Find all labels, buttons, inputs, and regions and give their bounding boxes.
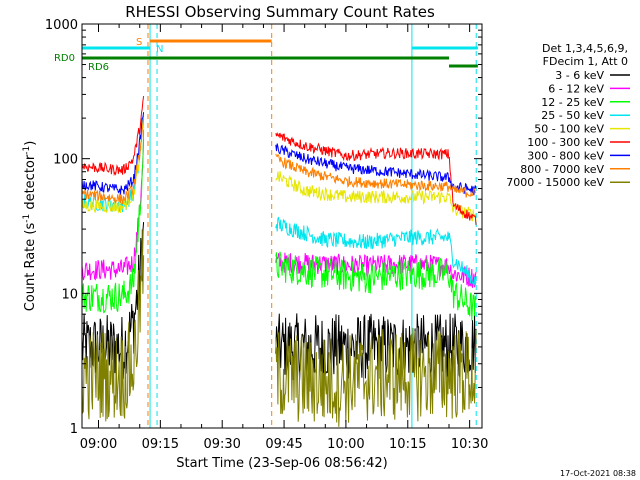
series-trace-800-7000-kev-0 — [81, 118, 145, 205]
legend-label-3-6-kev: 3 - 6 keV — [555, 69, 604, 82]
state-flag-label-rd0: RD0 — [54, 53, 75, 64]
legend-header-line-1: Det 1,3,4,5,6,9, — [542, 42, 628, 55]
series-7000-15000-kev — [81, 229, 477, 427]
y-tick-label-3: 1000 — [45, 18, 78, 33]
series-trace-7000-15000-kev-0 — [81, 229, 145, 422]
legend-label-50-100-kev: 50 - 100 keV — [534, 123, 604, 136]
state-flag-s: S — [136, 37, 272, 48]
axes: 09:00 09:15 09:30 09:45 10:00 10:15 10:30 1 10 10… — [45, 18, 488, 452]
series-trace-100-300-kev-0 — [81, 96, 145, 177]
state-flag-n: N — [82, 44, 478, 55]
legend: Det 1,3,4,5,6,9, FDecim 1, Att 0 3 - 6 k… — [506, 42, 630, 189]
x-tick-label-4: 10:00 — [327, 437, 364, 452]
chart-title: RHESSI Observing Summary Count Rates — [125, 3, 435, 21]
legend-header-line-2: FDecim 1, Att 0 — [543, 55, 628, 68]
x-tick-label-1: 09:15 — [142, 437, 179, 452]
state-flag-label-s: S — [136, 37, 142, 48]
legend-label-7000-15000-kev: 7000 - 15000 keV — [506, 176, 604, 189]
y-tick-label-0: 1 — [70, 422, 78, 437]
y-axis-label: Count Rate (s-1 detector-1) — [22, 141, 38, 312]
series-12-25-kev — [81, 129, 477, 321]
series-trace-800-7000-kev-1 — [275, 153, 477, 198]
x-axis-label: Start Time (23-Sep-06 08:56:42) — [176, 456, 387, 471]
legend-label-25-50-kev: 25 - 50 keV — [541, 109, 604, 122]
series-300-800-kev — [81, 112, 477, 196]
series-trace-7000-15000-kev-1 — [275, 327, 477, 427]
y-tick-label-1: 10 — [61, 287, 78, 302]
state-flag-rd6: RD6 — [88, 62, 478, 73]
state-flag-label-rd6: RD6 — [88, 62, 109, 73]
series-trace-12-25-kev-1 — [275, 251, 477, 321]
series-trace-3-6-kev-0 — [81, 222, 145, 379]
series-trace-6-12-kev-0 — [81, 138, 145, 281]
series-trace-50-100-kev-1 — [275, 170, 477, 222]
series-trace-12-25-kev-0 — [81, 129, 145, 314]
series-trace-25-50-kev-1 — [275, 216, 477, 286]
legend-label-800-7000-kev: 800 - 7000 keV — [520, 163, 604, 176]
series-trace-100-300-kev-1 — [275, 131, 477, 225]
plot-frame — [81, 23, 483, 429]
state-flag-label-n: N — [156, 44, 163, 55]
x-tick-label-6: 10:30 — [451, 437, 488, 452]
legend-label-100-300-kev: 100 - 300 keV — [527, 136, 604, 149]
series-trace-300-800-kev-1 — [275, 143, 477, 196]
legend-label-6-12-kev: 6 - 12 keV — [548, 82, 604, 95]
x-tick-label-5: 10:15 — [389, 437, 426, 452]
x-tick-label-0: 09:00 — [80, 437, 117, 452]
series-800-7000-kev — [81, 118, 477, 205]
legend-label-300-800-kev: 300 - 800 keV — [527, 149, 604, 162]
x-tick-label-2: 09:30 — [203, 437, 240, 452]
state-flag-rd0: RD0 — [54, 53, 450, 64]
x-tick-label-3: 09:45 — [265, 437, 302, 452]
series-trace-300-800-kev-0 — [81, 112, 145, 196]
series-100-300-kev — [81, 96, 477, 225]
plot-area: S N RD0 RD6 — [54, 24, 478, 428]
y-tick-label-2: 100 — [53, 153, 78, 168]
footer-date: 17-Oct-2021 08:38 — [560, 469, 636, 478]
legend-label-12-25-kev: 12 - 25 keV — [541, 96, 604, 109]
